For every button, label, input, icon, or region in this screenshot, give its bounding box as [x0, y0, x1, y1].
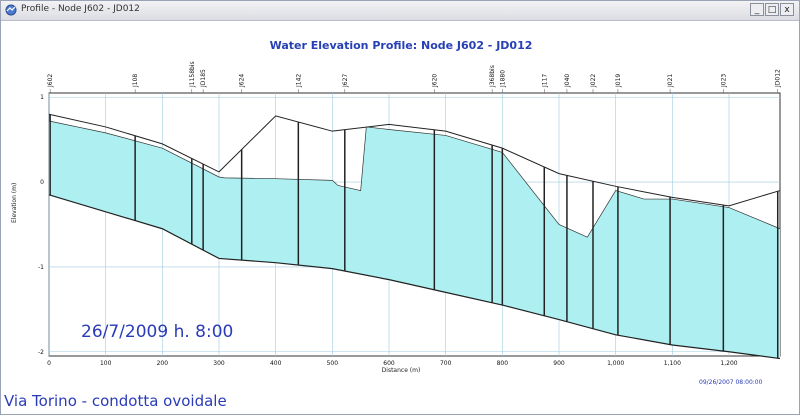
invert-line — [48, 194, 781, 360]
window-title: Profile - Node J602 - JD012 — [21, 4, 140, 14]
x-tick-label: 700 — [440, 360, 452, 367]
node-label: JD185 — [200, 69, 207, 88]
water-fill-area — [49, 120, 780, 359]
node-label: J1880 — [499, 70, 506, 88]
x-tick-label: 400 — [270, 360, 282, 367]
chart-title: Water Elevation Profile: Node J602 - JD0… — [269, 39, 533, 52]
crown-line — [48, 113, 781, 207]
y-tick-label: 1 — [40, 94, 44, 101]
x-tick-label: 800 — [497, 360, 509, 367]
minimize-button[interactable]: _ — [750, 3, 764, 16]
node-label: JD012 — [775, 69, 782, 88]
x-tick-label: 500 — [327, 360, 339, 367]
node-label: J1158bis — [189, 61, 196, 88]
water-surface-line — [48, 120, 781, 238]
node-label: J620 — [431, 74, 438, 88]
y-tick-label: -2 — [38, 349, 44, 356]
close-button[interactable]: x — [780, 3, 794, 16]
node-label: J624 — [239, 74, 246, 88]
maximize-button[interactable]: □ — [765, 3, 779, 16]
title-bar[interactable]: Profile - Node J602 - JD012 _ □ x — [1, 1, 799, 21]
x-tick-label: 100 — [100, 360, 112, 367]
node-label: J019 — [615, 74, 622, 88]
node-label: J602 — [47, 74, 54, 88]
x-tick-label: 200 — [157, 360, 169, 367]
y-tick-label: -1 — [38, 264, 44, 271]
node-label: J040 — [564, 74, 571, 88]
node-label: J627 — [342, 74, 349, 88]
x-tick-label: 1,000 — [607, 360, 624, 367]
datetime-stamp: 26/7/2009 h. 8:00 — [81, 322, 234, 342]
y-axis-label: Elevation (m) — [11, 182, 18, 223]
node-label: J023 — [720, 74, 727, 88]
app-icon — [5, 4, 17, 16]
node-label: J021 — [667, 74, 674, 88]
node-label: J368bis — [489, 65, 496, 88]
node-label: J022 — [590, 74, 597, 88]
node-label: J117 — [541, 74, 548, 88]
node-label: J108 — [132, 74, 139, 88]
x-tick-label: 0 — [47, 360, 51, 367]
x-tick-label: 1,100 — [664, 360, 681, 367]
x-axis-label: Distance (m) — [381, 367, 421, 374]
caption-text: Via Torino - condotta ovoidale — [4, 392, 227, 410]
x-tick-label: 1,200 — [720, 360, 737, 367]
node-label: J142 — [295, 74, 302, 88]
x-tick-label: 600 — [383, 360, 395, 367]
x-tick-label: 300 — [213, 360, 225, 367]
x-tick-label: 900 — [553, 360, 565, 367]
timestamp-label: 09/26/2007 08:00:00 — [699, 379, 763, 386]
y-tick-label: 0 — [40, 179, 44, 186]
